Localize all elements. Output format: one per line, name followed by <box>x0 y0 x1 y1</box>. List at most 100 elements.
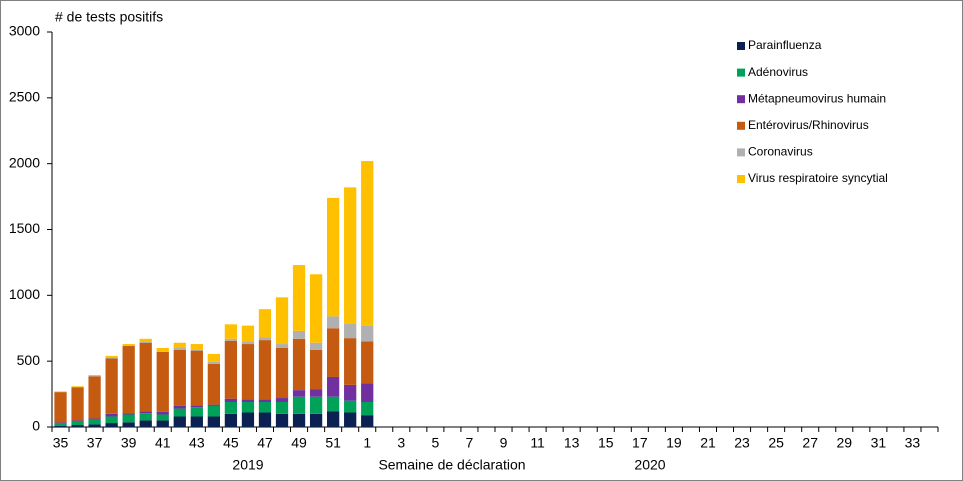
bar-segment <box>224 338 238 341</box>
bar-segment <box>71 425 84 427</box>
bar-segment <box>224 413 238 427</box>
bar-segment <box>309 389 323 397</box>
year-label: 2019 <box>232 457 263 473</box>
bar-segment <box>173 349 186 406</box>
year-label: 2020 <box>634 457 665 473</box>
bar-segment <box>173 342 186 348</box>
bar-segment <box>156 414 169 421</box>
bar-segment <box>207 363 220 405</box>
legend-marker <box>737 68 745 77</box>
legend-label: Entérovirus/Rhinovirus <box>748 118 869 132</box>
x-tick-label: 37 <box>87 435 103 451</box>
bar-segment <box>71 386 84 388</box>
bar-segment <box>122 345 135 347</box>
bar-segment <box>190 350 203 406</box>
y-axis-label: # de tests positifs <box>55 9 163 25</box>
bar-segment <box>207 353 220 362</box>
legend-label: Coronavirus <box>748 145 813 159</box>
y-tick-label: 2500 <box>9 89 40 105</box>
bar-segment <box>309 274 323 343</box>
legend-label: Virus respiratoire syncytial <box>748 171 888 185</box>
bar-segment <box>156 420 169 427</box>
bar-segment <box>361 415 374 427</box>
x-tick-label: 1 <box>363 435 371 451</box>
bar-segment <box>292 330 306 339</box>
bar-segment <box>275 413 289 427</box>
bar-segment <box>54 425 67 427</box>
bar-segment <box>241 401 255 413</box>
bar-segment <box>361 161 374 326</box>
x-tick-label: 47 <box>257 435 273 451</box>
bar-segment <box>122 344 135 346</box>
bar-segment <box>241 412 255 427</box>
bar-segment <box>327 396 340 412</box>
bar-segment <box>156 411 169 415</box>
x-tick-label: 43 <box>189 435 205 451</box>
bar-segment <box>292 338 306 391</box>
bar-segment <box>327 328 340 377</box>
bar-segment <box>122 414 135 423</box>
bar-segment <box>327 411 340 427</box>
bar-segment <box>241 344 255 400</box>
bar-segment <box>275 348 289 399</box>
y-tick-label: 3000 <box>9 23 40 39</box>
bar-segment <box>54 423 67 426</box>
bar-segment <box>88 418 101 420</box>
bar-segment <box>190 416 203 427</box>
bar-segment <box>139 411 152 414</box>
x-tick-label: 23 <box>734 435 750 451</box>
bar-segment <box>344 338 357 385</box>
y-tick-label: 2000 <box>9 154 40 170</box>
bar-segment <box>156 351 169 352</box>
legend-label: Parainfluenza <box>748 38 822 52</box>
legend-marker <box>737 148 745 157</box>
bar-segment <box>258 337 272 341</box>
bar-segment <box>105 357 118 359</box>
bar-segment <box>71 387 84 421</box>
bar-segment <box>292 265 306 331</box>
x-tick-label: 51 <box>325 435 341 451</box>
bar-segment <box>224 340 238 399</box>
x-tick-label: 17 <box>632 435 648 451</box>
bar-segment <box>361 401 374 416</box>
x-tick-label: 19 <box>666 435 682 451</box>
bar-segment <box>156 348 169 352</box>
bar-segment <box>258 340 272 400</box>
x-tick-label: 31 <box>871 435 887 451</box>
bar-segment <box>224 398 238 402</box>
legend-label: Métapneumovirus humain <box>748 91 886 105</box>
bar-segment <box>190 349 203 351</box>
bar-segment <box>88 419 101 425</box>
bar-segment <box>71 420 84 422</box>
legend-marker <box>737 95 745 104</box>
x-tick-label: 49 <box>291 435 307 451</box>
x-tick-label: 13 <box>564 435 580 451</box>
y-tick-label: 500 <box>17 352 41 368</box>
bar-segment <box>105 416 118 424</box>
y-tick-label: 1500 <box>9 220 40 236</box>
bar-segment <box>275 344 289 348</box>
legend-marker <box>737 42 745 50</box>
bar-segment <box>309 342 323 350</box>
bar-segment <box>122 422 135 427</box>
legend-label: Adénovirus <box>748 65 808 79</box>
bar-segment <box>105 413 118 417</box>
x-tick-label: 39 <box>121 435 137 451</box>
bar-segment <box>275 398 289 402</box>
bar-segment <box>292 413 306 427</box>
bar-segment <box>309 396 323 414</box>
bar-segment <box>190 405 203 408</box>
bar-segment <box>122 413 135 415</box>
bar-segment <box>224 401 238 414</box>
x-axis-label: Semaine de déclaration <box>378 457 525 473</box>
bar-segment <box>207 416 220 427</box>
bar-segment <box>105 355 118 358</box>
bar-segment <box>207 404 220 406</box>
x-tick-label: 21 <box>700 435 716 451</box>
bar-segment <box>327 376 340 397</box>
bar-segment <box>88 424 101 427</box>
bar-segment <box>224 324 238 339</box>
bar-segment <box>309 349 323 390</box>
bar-segment <box>54 422 67 424</box>
bar-segment <box>275 297 289 345</box>
